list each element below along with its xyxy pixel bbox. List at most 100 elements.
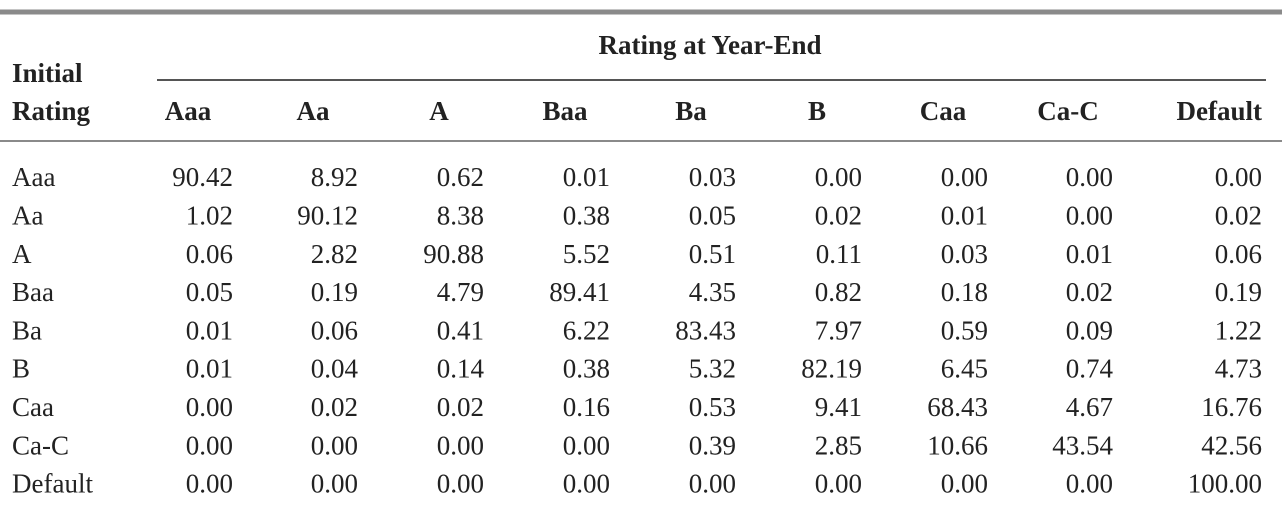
cell: 0.00 xyxy=(815,469,862,499)
cell: 16.76 xyxy=(1201,392,1262,422)
cell: 1.02 xyxy=(186,201,233,231)
cell: 0.06 xyxy=(186,239,233,269)
row-label: Aaa xyxy=(12,162,55,192)
cell: 0.53 xyxy=(689,392,736,422)
cell: 6.45 xyxy=(941,354,988,384)
column-header: B xyxy=(808,96,826,126)
row-label: Ba xyxy=(12,315,42,345)
cell: 0.00 xyxy=(689,469,736,499)
cell: 9.41 xyxy=(815,392,862,422)
column-header: Default xyxy=(1177,96,1262,126)
cell: 8.38 xyxy=(437,201,484,231)
row-header: Initial xyxy=(12,58,83,88)
row-label: Baa xyxy=(12,277,54,307)
cell: 0.00 xyxy=(941,469,988,499)
cell: 0.00 xyxy=(186,430,233,460)
cell: 0.01 xyxy=(1066,239,1113,269)
cell: 0.06 xyxy=(1215,239,1262,269)
cell: 2.82 xyxy=(311,239,358,269)
cell: 82.19 xyxy=(801,354,862,384)
cell: 0.00 xyxy=(563,469,610,499)
cell: 42.56 xyxy=(1201,430,1262,460)
cell: 0.00 xyxy=(186,392,233,422)
cell: 0.05 xyxy=(186,277,233,307)
column-header: Aaa xyxy=(165,96,212,126)
cell: 0.09 xyxy=(1066,315,1113,345)
cell: 0.01 xyxy=(941,201,988,231)
row-label: A xyxy=(12,239,32,269)
cell: 0.59 xyxy=(941,315,988,345)
cell: 0.04 xyxy=(311,354,359,384)
row-label: B xyxy=(12,354,30,384)
cell: 0.02 xyxy=(1215,201,1262,231)
cell: 6.22 xyxy=(563,315,610,345)
cell: 0.06 xyxy=(311,315,358,345)
cell: 0.00 xyxy=(563,430,610,460)
column-header: Caa xyxy=(920,96,967,126)
cell: 0.00 xyxy=(1066,469,1113,499)
cell: 4.79 xyxy=(437,277,484,307)
cell: 0.38 xyxy=(563,201,610,231)
cell: 0.38 xyxy=(563,354,610,384)
cell: 0.41 xyxy=(437,315,484,345)
cell: 4.73 xyxy=(1215,354,1262,384)
cell: 0.00 xyxy=(815,162,862,192)
cell: 0.00 xyxy=(1215,162,1262,192)
cell: 0.01 xyxy=(186,315,233,345)
cell: 0.03 xyxy=(689,162,736,192)
cell: 0.39 xyxy=(689,430,736,460)
cell: 0.18 xyxy=(941,277,988,307)
cell: 0.11 xyxy=(816,239,862,269)
column-header: Ca-C xyxy=(1037,96,1099,126)
cell: 0.82 xyxy=(815,277,862,307)
group-title: Rating at Year-End xyxy=(598,30,821,60)
cell: 90.88 xyxy=(423,239,484,269)
row-label: Aa xyxy=(12,201,43,231)
cell: 0.62 xyxy=(437,162,484,192)
cell: 0.02 xyxy=(311,392,358,422)
cell: 0.19 xyxy=(1215,277,1262,307)
cell: 0.02 xyxy=(1066,277,1113,307)
cell: 0.01 xyxy=(563,162,610,192)
cell: 2.85 xyxy=(815,430,862,460)
cell: 0.00 xyxy=(311,469,358,499)
cell: 0.00 xyxy=(437,469,484,499)
row-label: Caa xyxy=(12,392,54,422)
cell: 0.16 xyxy=(563,392,610,422)
column-header: Ba xyxy=(675,96,707,126)
cell: 0.00 xyxy=(1066,201,1113,231)
cell: 90.42 xyxy=(172,162,233,192)
cell: 0.02 xyxy=(437,392,484,422)
cell: 10.66 xyxy=(927,430,988,460)
row-header: Rating xyxy=(12,96,91,126)
cell: 0.00 xyxy=(437,430,484,460)
cell: 0.19 xyxy=(311,277,358,307)
cell: 4.67 xyxy=(1066,392,1113,422)
cell: 1.22 xyxy=(1215,315,1262,345)
cell: 8.92 xyxy=(311,162,358,192)
cell: 0.00 xyxy=(1066,162,1113,192)
cell: 0.51 xyxy=(689,239,736,269)
cell: 100.00 xyxy=(1188,469,1262,499)
cell: 89.41 xyxy=(549,277,610,307)
row-label: Ca-C xyxy=(12,430,69,460)
row-label: Default xyxy=(12,469,93,499)
cell: 7.97 xyxy=(815,315,862,345)
cell: 43.54 xyxy=(1052,430,1113,460)
cell: 0.05 xyxy=(689,201,736,231)
column-header: Baa xyxy=(542,96,588,126)
cell: 0.01 xyxy=(186,354,233,384)
cell: 4.35 xyxy=(689,277,736,307)
cell: 0.00 xyxy=(186,469,233,499)
cell: 0.02 xyxy=(815,201,862,231)
column-header: A xyxy=(429,96,449,126)
cell: 0.00 xyxy=(941,162,988,192)
cell: 0.03 xyxy=(941,239,988,269)
cell: 83.43 xyxy=(675,315,736,345)
cell: 5.52 xyxy=(563,239,610,269)
cell: 0.14 xyxy=(437,354,485,384)
cell: 0.00 xyxy=(311,430,358,460)
cell: 0.74 xyxy=(1066,354,1114,384)
